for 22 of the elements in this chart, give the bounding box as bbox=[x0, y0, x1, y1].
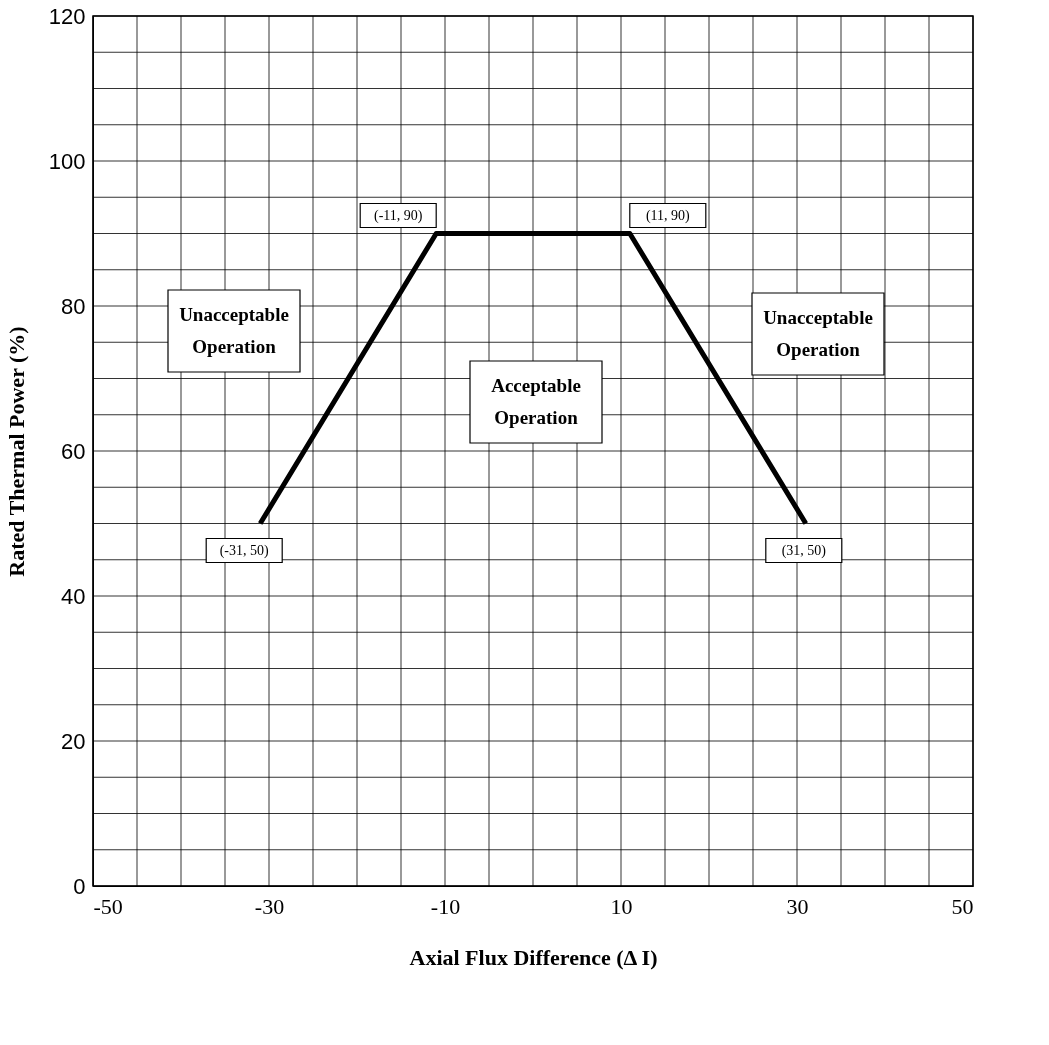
y-tick-label: 60 bbox=[61, 438, 86, 464]
y-tick-label: 120 bbox=[48, 3, 86, 29]
x-axis-title: Axial Flux Difference (Δ I) bbox=[409, 944, 658, 970]
annotation: (-11, 90) bbox=[373, 207, 423, 224]
x-tick-label: -30 bbox=[254, 893, 285, 919]
annotation: (11, 90) bbox=[645, 207, 691, 224]
annotation: (-31, 50) bbox=[219, 542, 270, 559]
y-tick-label: 80 bbox=[61, 293, 86, 319]
x-tick-label: 30 bbox=[786, 893, 809, 919]
x-tick-label: 50 bbox=[951, 893, 974, 919]
annotation: (31, 50) bbox=[781, 542, 827, 559]
annotation: Unacceptable Operation bbox=[763, 307, 873, 360]
y-axis-title: Rated Thermal Power (%) bbox=[3, 326, 29, 577]
y-tick-label: 100 bbox=[48, 148, 86, 174]
x-tick-label: -50 bbox=[93, 893, 123, 919]
annotation: Acceptable Operation bbox=[491, 375, 581, 428]
y-tick-label: 0 bbox=[73, 873, 86, 899]
x-tick-label: -10 bbox=[430, 893, 461, 919]
annotation: Unacceptable Operation bbox=[179, 304, 289, 357]
y-tick-label: 20 bbox=[61, 728, 86, 754]
x-tick-label: 10 bbox=[610, 893, 633, 919]
y-tick-label: 40 bbox=[61, 583, 86, 609]
